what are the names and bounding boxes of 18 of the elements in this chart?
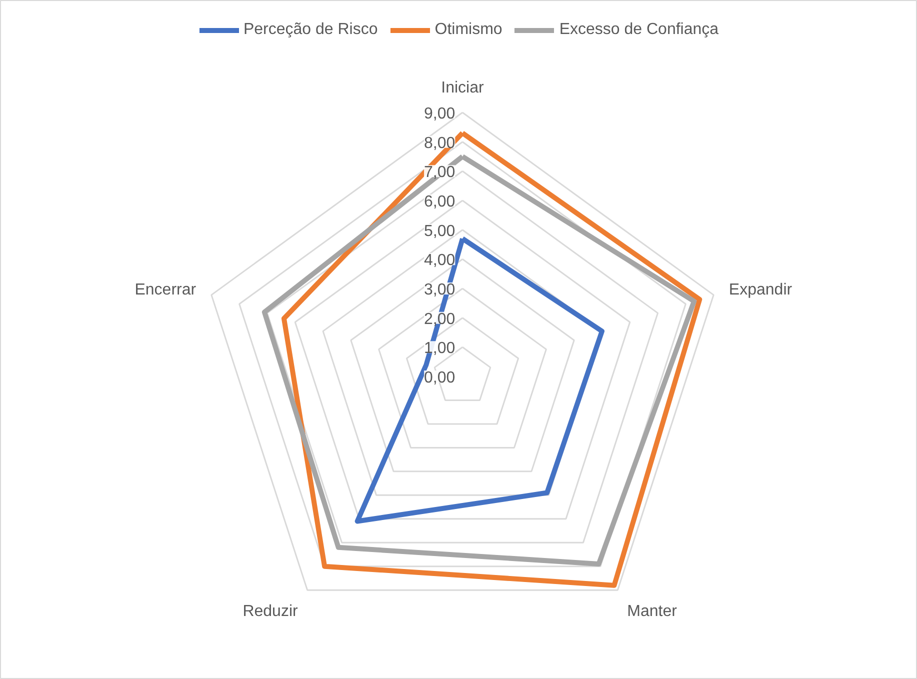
y-tick-label: 3,00 [424,282,456,298]
spoke-label: Encerrar [134,281,197,298]
y-tick-label: 7,00 [424,164,456,182]
y-tick-label: 8,00 [424,134,456,152]
y-tick-label: 2,00 [424,310,456,328]
y-tick-label: 9,00 [424,106,456,122]
spoke-label: Expandir [728,281,793,298]
legend-label: Otimismo [434,21,502,39]
y-tick-label: 1,00 [424,340,456,358]
legend-label: Excesso de Confiança [559,21,719,39]
spoke-label: Iniciar [441,79,485,96]
y-tick-label: 4,00 [424,252,456,270]
y-tick-label: 6,00 [424,194,456,210]
y-tick-label: 5,00 [424,222,456,240]
y-tick-label: 0,00 [424,370,456,386]
spoke-label: Reduzir [242,603,299,620]
spoke-label: Manter [627,603,678,620]
legend-label: Perceção de Risco [243,21,378,39]
